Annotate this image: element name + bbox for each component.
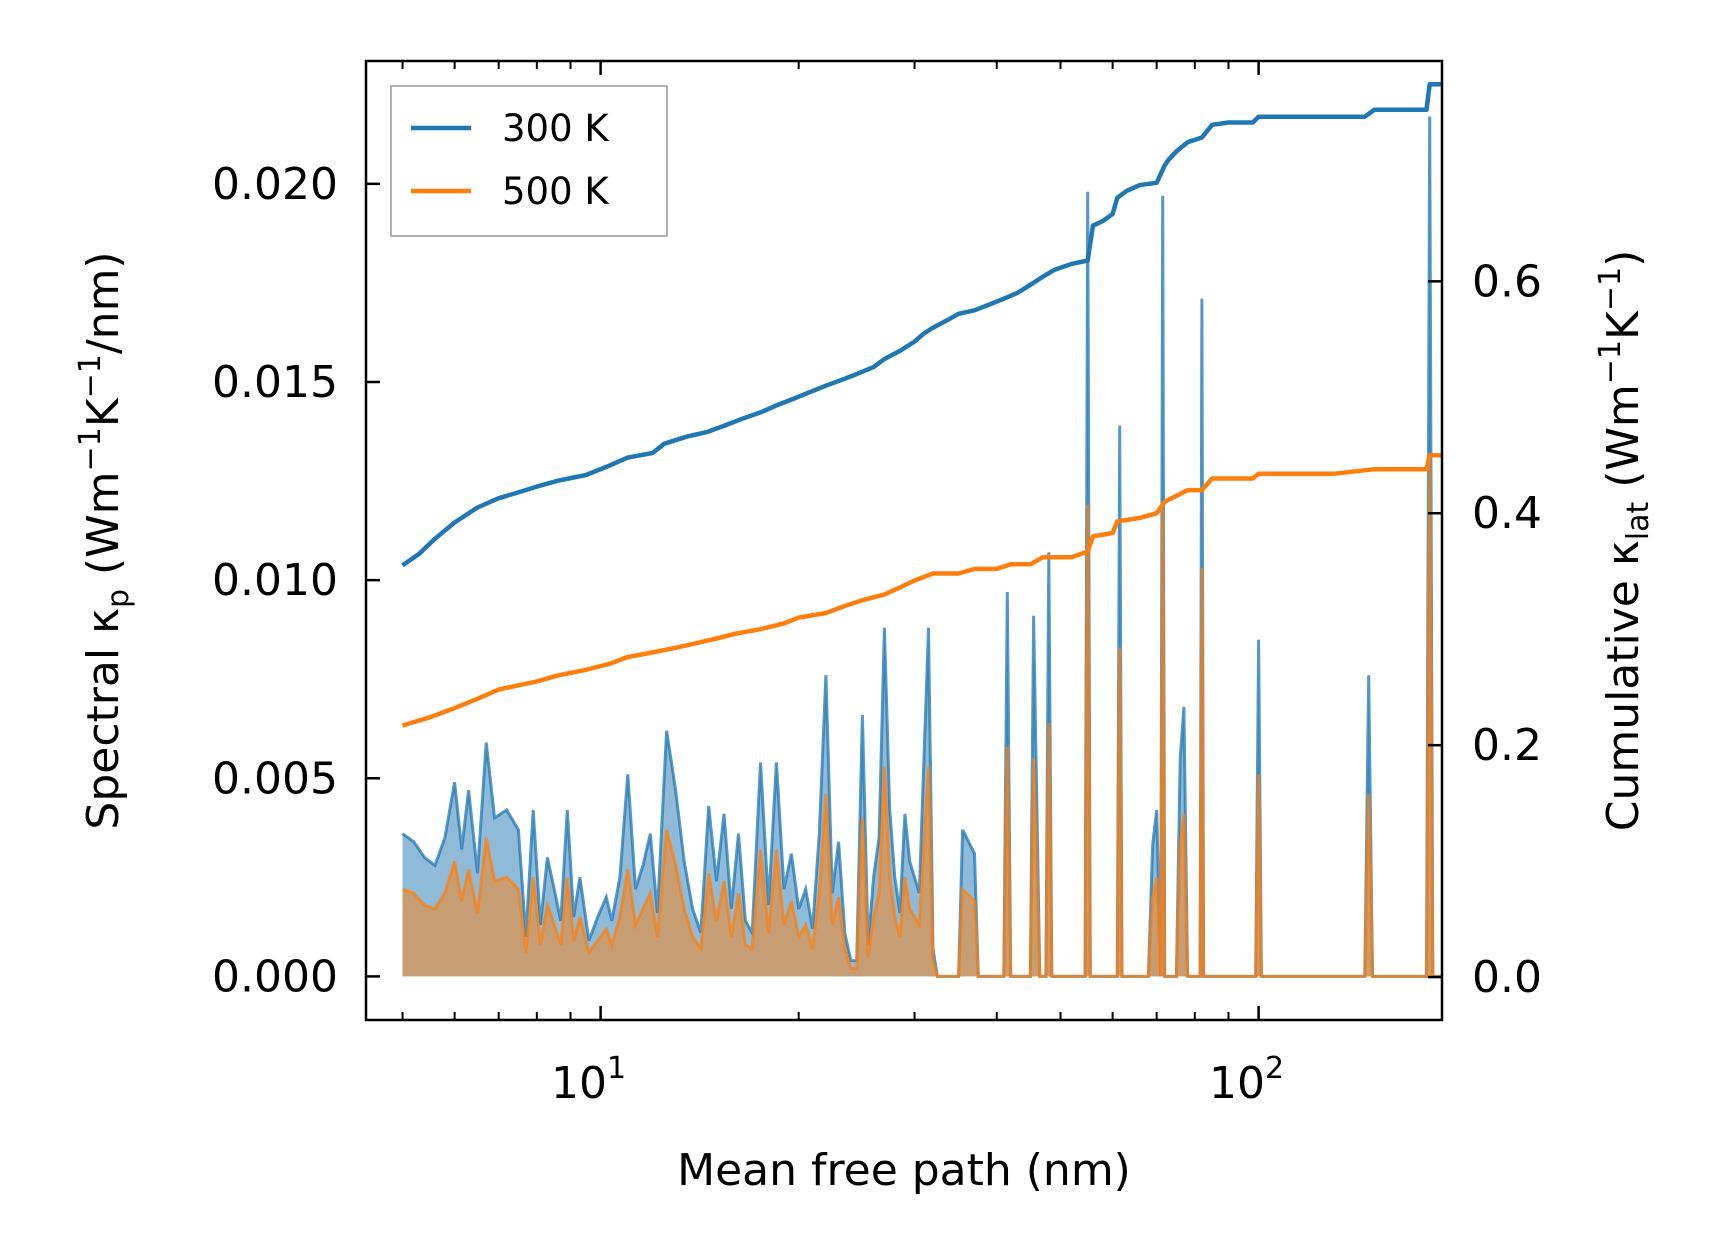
legend-box xyxy=(390,85,668,237)
y-left-tick-label: 0.020 xyxy=(212,159,338,210)
y-right-axis-title-main: Cumulative κ xyxy=(1598,540,1649,831)
y-left-axis-title-tail: /nm) xyxy=(78,251,129,354)
y-right-axis-title-mid: K xyxy=(1598,310,1649,340)
cumulative-line-1 xyxy=(401,453,1442,728)
y-left-axis-title-main: Spectral κ xyxy=(78,608,129,830)
y-left-axis-title-mid: K xyxy=(78,397,129,427)
x-axis-title: Mean free path (nm) xyxy=(677,1145,1131,1196)
y-left-tick-label: 0.010 xyxy=(212,555,338,606)
y-left-axis-title: Spectral κp (Wm−1K−1/nm) xyxy=(73,251,136,829)
y-right-tick-label: 0.6 xyxy=(1472,256,1542,307)
x-tick-label: 101 xyxy=(551,1051,626,1109)
x-tick-base: 10 xyxy=(551,1058,607,1109)
y-left-tick-label: 0.015 xyxy=(212,357,338,408)
y-left-axis-title-sup1: −1 xyxy=(73,427,108,471)
x-tick-exponent: 2 xyxy=(1265,1051,1284,1086)
cumulative-line-0 xyxy=(401,81,1442,568)
legend-label-1: 500 K xyxy=(502,170,610,213)
axes: 101 1020.0000.0050.0100.0150.0200.00.20.4… xyxy=(73,59,1656,1196)
y-right-tick-label: 0.0 xyxy=(1472,952,1542,1003)
legend: 300 K 500 K xyxy=(390,85,668,237)
y-right-tick-label: 0.2 xyxy=(1472,720,1542,771)
y-left-axis-title-unit: (Wm xyxy=(78,471,129,589)
plot-frame xyxy=(364,59,1444,1022)
y-right-axis-title-unit: (Wm xyxy=(1598,384,1649,502)
y-left-axis-title-sub: p xyxy=(101,589,136,608)
x-tick-exponent: 1 xyxy=(607,1051,626,1086)
x-tick-label: 102 xyxy=(1209,1051,1284,1109)
plot-area xyxy=(401,81,1442,978)
y-right-axis-title-sup1: −1 xyxy=(1593,340,1628,384)
y-right-tick-label: 0.4 xyxy=(1472,488,1542,539)
spectral-area-1 xyxy=(402,461,1442,977)
y-right-axis-title-sup2: −1 xyxy=(1593,267,1628,311)
x-tick-base: 10 xyxy=(1209,1058,1265,1109)
y-left-tick-label: 0.005 xyxy=(212,753,338,804)
y-left-axis-title-sup2: −1 xyxy=(73,354,108,398)
spectral-line-1 xyxy=(401,461,1442,978)
y-right-axis-title: Cumulative κlat (Wm−1K−1) xyxy=(1593,250,1656,832)
legend-label-0: 300 K xyxy=(502,107,610,150)
y-right-axis-title-sub: lat xyxy=(1621,502,1656,541)
y-right-axis-title-tail: ) xyxy=(1598,250,1649,267)
spectral-area-0 xyxy=(402,116,1442,977)
y-left-tick-label: 0.000 xyxy=(212,951,338,1002)
